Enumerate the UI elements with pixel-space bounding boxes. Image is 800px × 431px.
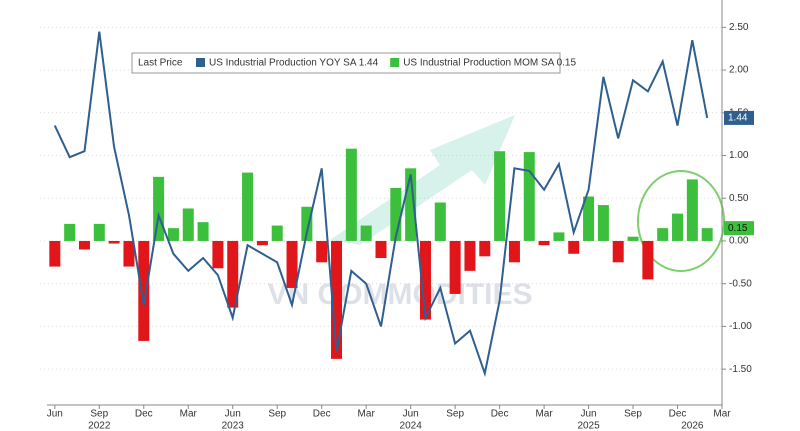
y-tick-label: 2.00 [729, 65, 749, 76]
legend-box [131, 52, 561, 74]
year-label: 2024 [400, 421, 423, 431]
year-label: 2026 [681, 421, 704, 431]
bar [167, 228, 179, 241]
highlight-circle [637, 170, 725, 272]
bar [538, 240, 550, 246]
x-tick-label: Mar [713, 409, 731, 420]
bar [286, 240, 298, 288]
last-value-label: 0.15 [728, 223, 748, 234]
legend-title: Last Price [138, 58, 183, 69]
bar [212, 240, 224, 269]
y-tick-label: -1.50 [729, 364, 752, 375]
bar [434, 202, 446, 241]
bar [360, 225, 372, 241]
bar [375, 240, 387, 259]
bar [642, 240, 654, 280]
y-tick-label: 2.50 [729, 22, 749, 33]
last-value-label: 1.44 [728, 113, 748, 124]
bar [449, 240, 461, 294]
x-tick-label: Sep [90, 409, 108, 420]
x-tick-label: Jun [225, 409, 241, 420]
bar [301, 206, 313, 241]
bar [331, 240, 343, 359]
x-tick-label: Sep [446, 409, 464, 420]
y-tick-label: -1.00 [729, 321, 752, 332]
x-tick-label: Sep [624, 409, 642, 420]
bar [49, 240, 61, 267]
x-tick-label: Dec [313, 409, 331, 420]
bar [123, 240, 135, 267]
bar [583, 196, 595, 241]
year-label: 2025 [577, 421, 600, 431]
decor-arrow [330, 115, 515, 245]
y-tick-label: 0.50 [729, 193, 749, 204]
bar [108, 240, 120, 244]
bar [390, 187, 402, 241]
x-tick-label: Mar [358, 409, 376, 420]
legend-label: US Industrial Production MOM SA 0.15 [403, 58, 576, 69]
y-tick-label: 0.00 [729, 236, 749, 247]
x-tick-label: Sep [268, 409, 286, 420]
bar [78, 240, 90, 250]
x-tick-label: Mar [535, 409, 553, 420]
bar [256, 240, 268, 246]
x-tick-label: Dec [669, 409, 687, 420]
x-tick-label: Dec [491, 409, 509, 420]
x-tick-label: Jun [47, 409, 63, 420]
last-value-tag [724, 110, 754, 125]
bar [316, 240, 328, 263]
x-tick-label: Jun [403, 409, 419, 420]
bar [553, 232, 565, 241]
bar [64, 223, 76, 241]
bar [672, 213, 684, 241]
bar [568, 240, 580, 254]
bar [612, 240, 624, 263]
y-tick-label: 1.00 [729, 150, 749, 161]
bar [479, 240, 491, 257]
bar [686, 179, 698, 241]
bar [464, 240, 476, 271]
bar [419, 240, 431, 320]
bar [227, 240, 239, 308]
legend-swatch [196, 58, 205, 67]
bar [657, 228, 669, 241]
year-label: 2023 [222, 421, 245, 431]
legend-swatch [390, 58, 400, 67]
x-tick-label: Mar [180, 409, 198, 420]
last-value-tag [724, 221, 754, 236]
bar [197, 222, 209, 241]
bar [93, 223, 105, 241]
bar [597, 205, 609, 241]
bar [242, 172, 254, 241]
legend-label: US Industrial Production YOY SA 1.44 [209, 58, 379, 69]
bar [271, 225, 283, 241]
x-tick-label: Jun [581, 409, 597, 420]
bar [345, 148, 357, 241]
bar [508, 240, 520, 263]
y-tick-label: -0.50 [729, 278, 752, 289]
bar [138, 240, 150, 341]
bar [182, 208, 194, 241]
year-label: 2022 [88, 421, 111, 431]
x-tick-label: Dec [135, 409, 153, 420]
bar [523, 152, 535, 241]
bar [494, 151, 506, 241]
bar [153, 176, 165, 241]
watermark: VN COMMODITIES [267, 278, 532, 311]
line [53, 31, 709, 378]
bar [405, 168, 417, 241]
legend: Last Price US Industrial Production YOY … [131, 52, 576, 74]
bar [627, 236, 639, 241]
bar [701, 228, 713, 241]
